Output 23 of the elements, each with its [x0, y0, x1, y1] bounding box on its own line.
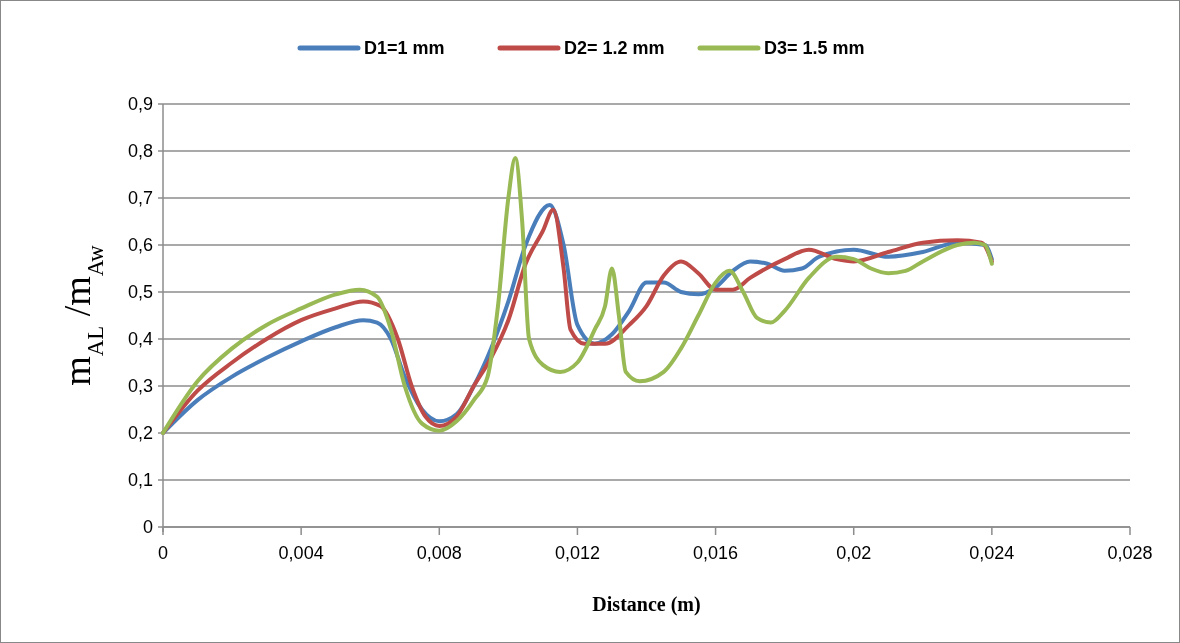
y-tick-label: 0,7 [127, 188, 153, 208]
x-tick-label: 0,02 [836, 543, 872, 563]
x-axis-title: Distance (m) [592, 593, 701, 616]
y-tick-label: 0,1 [127, 470, 153, 490]
y-tick-label: 0 [142, 517, 153, 537]
legend-label: D2= 1.2 mm [564, 38, 665, 58]
x-tick-label: 0,008 [416, 543, 462, 563]
legend-label: D1=1 mm [364, 38, 445, 58]
x-tick-label: 0,016 [693, 543, 739, 563]
y-tick-label: 0,6 [127, 235, 153, 255]
x-tick-label: 0,028 [1107, 543, 1153, 563]
x-tick-label: 0,004 [278, 543, 324, 563]
y-tick-label: 0,3 [127, 376, 153, 396]
y-tick-label: 0,4 [127, 329, 153, 349]
x-tick-label: 0 [157, 543, 169, 563]
line-series [161, 156, 994, 435]
x-tick-label: 0,024 [969, 543, 1015, 563]
legend-label: D3= 1.5 mm [764, 38, 865, 58]
x-tick-label: 0,012 [554, 543, 600, 563]
y-tick-label: 0,2 [127, 423, 153, 443]
y-tick-label: 0,5 [127, 282, 153, 302]
y-tick-label: 0,8 [127, 141, 153, 161]
y-tick-label: 0,9 [127, 94, 153, 114]
